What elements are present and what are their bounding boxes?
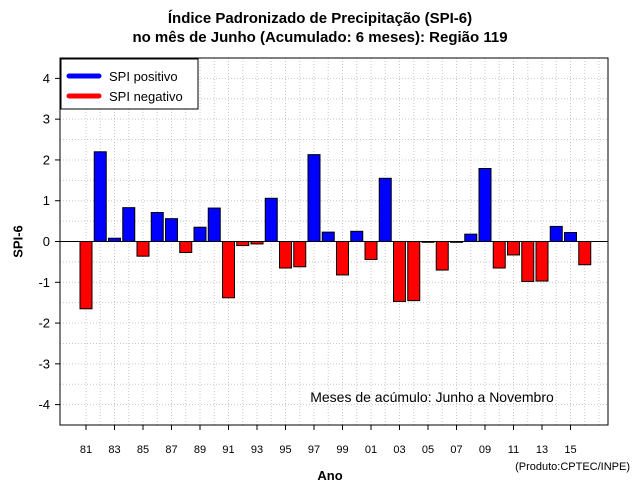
chart-title-line2: no mês de Junho (Acumulado: 6 meses): Re… [132,29,508,46]
bar-2009 [478,168,492,243]
bar-2014 [549,225,563,242]
bar-1993 [250,241,264,245]
bar-1986 [150,212,164,242]
x-tick-label: 11 [508,444,519,456]
bar-1982 [93,151,107,243]
x-tick-label: 03 [393,444,405,456]
credit-text: (Produto:CPTEC/INPE) [515,461,630,473]
bar-2010 [492,241,506,269]
bar-1984 [122,207,136,243]
bar-1989 [193,226,207,243]
bar-2001 [364,241,378,260]
legend-label: SPI positivo [109,69,178,84]
bar-2006 [435,241,449,271]
bar-1996 [293,241,307,268]
x-tick-label: 87 [165,444,177,456]
x-axis-label: Ano [317,468,343,483]
bar-1987 [165,218,178,242]
bar-2015 [564,232,577,242]
bar-2004 [407,241,421,302]
bar-1995 [279,241,292,269]
legend-box [60,58,199,110]
bar-2016 [578,241,592,266]
x-tick-label: 01 [365,444,377,456]
bar-2002 [378,177,392,243]
y-tick-label: -2 [38,316,50,331]
legend-label: SPI negativo [109,89,183,104]
bar-2007 [450,241,463,243]
bar-2000 [350,230,364,243]
bar-2003 [393,241,406,302]
bar-1991 [222,241,235,299]
bar-1983 [108,237,121,242]
chart-title-line1: Índice Padronizado de Precipitação (SPI-… [167,10,473,27]
bar-2005 [421,241,435,243]
x-tick-label: 07 [450,444,462,456]
x-tick-label: 05 [422,444,434,456]
bar-2008 [464,233,478,243]
y-tick-label: 2 [43,152,50,167]
x-tick-label: 93 [251,444,263,456]
x-tick-label: 81 [80,444,92,456]
bar-1992 [236,241,250,247]
x-tick-label: 09 [479,444,491,456]
y-tick-label: -1 [38,275,50,290]
x-tick-label: 15 [564,444,576,456]
x-tick-label: 89 [194,444,206,456]
bar-2011 [507,241,520,256]
y-tick-label: 3 [43,112,50,127]
bar-1988 [179,241,193,254]
bar-2012 [521,241,535,282]
bar-1997 [307,154,321,242]
x-tick-label: 83 [108,444,120,456]
y-tick-label: 0 [43,234,50,249]
bar-1985 [136,241,150,257]
x-tick-label: 13 [536,444,548,456]
bar-1998 [321,231,335,242]
y-tick-label: 1 [43,193,50,208]
x-tick-label: 95 [279,444,291,456]
x-tick-label: 99 [336,444,348,456]
y-tick-label: 4 [43,71,50,86]
bar-2013 [535,241,549,282]
bar-1999 [336,241,349,276]
x-tick-label: 85 [137,444,149,456]
x-tick-label: 91 [222,444,234,456]
accumulation-annotation: Meses de acúmulo: Junho a Novembro [310,389,554,405]
y-tick-label: -3 [38,356,50,371]
bar-1990 [207,207,221,243]
y-tick-label: -4 [38,397,50,412]
bar-1981 [79,241,93,310]
bar-1994 [264,197,278,243]
x-tick-label: 97 [308,444,320,456]
